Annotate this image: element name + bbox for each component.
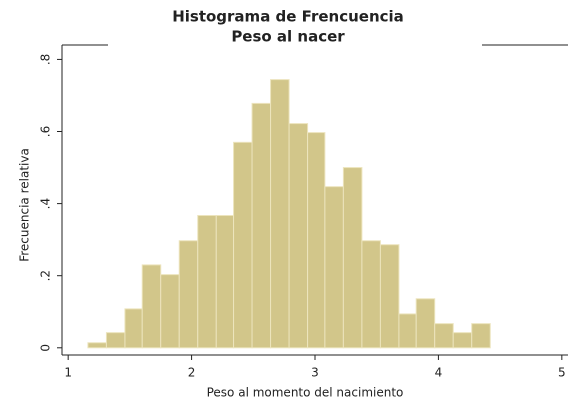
x-tick-label: 4 [435,366,443,380]
bar [361,240,381,349]
x-axis-label: Peso al momento del nacimiento [207,386,404,400]
y-tick-label: .8 [39,54,53,65]
bar [452,332,473,349]
bar [307,132,326,349]
bar [415,298,436,349]
y-tick-label: .4 [39,198,53,209]
bar [379,244,400,349]
x-tick-label: 2 [188,366,196,380]
bar [87,342,107,349]
y-tick-label: .2 [39,270,53,281]
y-tick-label: .6 [39,126,53,137]
bar [471,323,491,349]
bar [288,123,309,349]
bar [251,102,272,349]
bar [105,332,126,349]
bar [270,79,290,349]
bar [324,186,344,349]
bar [342,167,363,349]
bar [178,240,199,349]
bar [398,313,417,349]
x-tick-label: 5 [558,366,566,380]
x-tick-label: 1 [64,366,72,380]
chart-subtitle: Peso al nacer [231,28,345,46]
chart-title: Histograma de Frencuencia [172,8,404,26]
bar [124,308,143,349]
bar [141,264,162,349]
y-axis-label: Frecuencia relativa [18,148,32,262]
y-tick-label: 0 [39,344,53,352]
bar [434,323,454,349]
bar [160,274,180,349]
bar [233,141,253,349]
bar [215,215,235,349]
bar [197,215,217,349]
x-tick-label: 3 [311,366,319,380]
